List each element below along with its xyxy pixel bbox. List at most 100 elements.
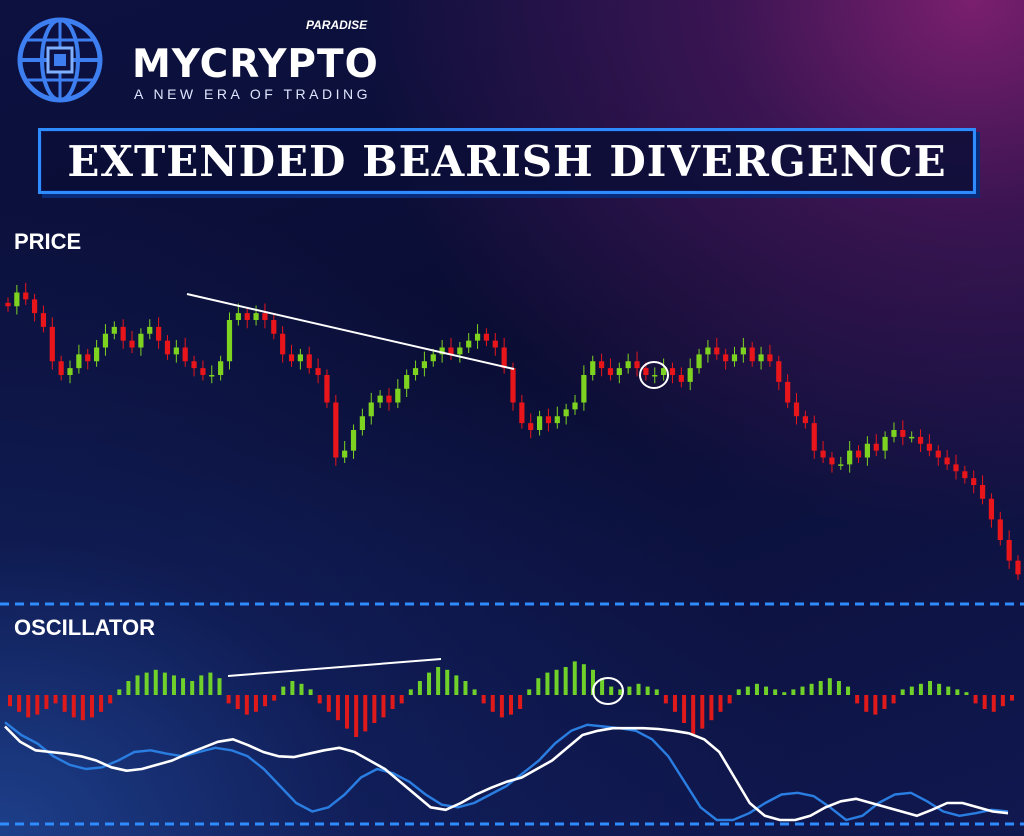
candle-body bbox=[723, 354, 729, 362]
candle-body bbox=[926, 443, 933, 451]
histogram-bar bbox=[190, 681, 195, 695]
histogram-bar bbox=[682, 695, 687, 723]
candle-body bbox=[669, 368, 676, 375]
candle-body bbox=[111, 326, 117, 334]
candle-body bbox=[829, 457, 835, 465]
candle-body bbox=[466, 340, 472, 348]
candle-body bbox=[935, 450, 941, 458]
candle-body bbox=[785, 381, 791, 403]
candle-body bbox=[740, 347, 746, 355]
candle-body bbox=[953, 464, 959, 472]
histogram-bar bbox=[709, 695, 714, 721]
candle-body bbox=[120, 326, 126, 341]
candle-body bbox=[855, 450, 862, 458]
candle-body bbox=[758, 354, 764, 362]
histogram-bar bbox=[782, 692, 787, 695]
candle-body bbox=[598, 361, 605, 369]
histogram-bar bbox=[463, 681, 468, 695]
histogram-bar bbox=[490, 695, 495, 712]
histogram-bar bbox=[700, 695, 705, 729]
histogram-bar bbox=[964, 692, 969, 695]
candle-body bbox=[76, 354, 82, 369]
histogram-bar bbox=[937, 683, 942, 695]
oscillator-highlight-circle bbox=[592, 677, 624, 705]
histogram-bar bbox=[135, 675, 140, 695]
histogram-bar bbox=[317, 695, 322, 704]
histogram-bar bbox=[153, 669, 158, 695]
brand-tagline: A NEW ERA OF TRADING bbox=[134, 86, 371, 102]
oscillator-signal-line bbox=[4, 725, 1009, 822]
histogram-bar bbox=[691, 695, 696, 735]
candle-body bbox=[891, 430, 897, 437]
histogram-bar bbox=[481, 695, 486, 704]
candle-body bbox=[767, 354, 773, 362]
histogram-bar bbox=[217, 678, 222, 695]
oscillator-fast-line bbox=[4, 721, 1009, 822]
histogram-bar bbox=[891, 695, 896, 704]
histogram-bar bbox=[89, 695, 94, 718]
histogram-bar bbox=[44, 695, 49, 709]
histogram-bar bbox=[663, 695, 668, 704]
histogram-bar bbox=[436, 667, 441, 695]
histogram-bar bbox=[672, 695, 677, 712]
candle-body bbox=[262, 313, 268, 320]
candle-body bbox=[811, 423, 817, 451]
candle-body bbox=[909, 436, 915, 439]
histogram-bar bbox=[199, 675, 204, 695]
candle-body bbox=[191, 361, 197, 369]
histogram-bar bbox=[427, 672, 432, 695]
histogram-bar bbox=[864, 695, 869, 712]
histogram-bar bbox=[244, 695, 249, 715]
price-panel-label: PRICE bbox=[14, 229, 82, 254]
histogram-bar bbox=[654, 689, 659, 695]
oscillator-trendline bbox=[227, 658, 442, 677]
candle-body bbox=[404, 375, 410, 389]
candle-body bbox=[315, 368, 321, 375]
candle-body bbox=[342, 450, 348, 458]
histogram-bar bbox=[791, 689, 796, 695]
histogram-bar bbox=[126, 681, 131, 695]
candle-body bbox=[793, 402, 800, 417]
candle-body bbox=[218, 361, 224, 375]
candle-body bbox=[847, 450, 853, 465]
candle-body bbox=[226, 320, 233, 362]
candle-body bbox=[5, 302, 11, 307]
candle-body bbox=[457, 347, 463, 355]
histogram-bar bbox=[536, 678, 541, 695]
candle-body bbox=[14, 292, 20, 307]
candle-body bbox=[368, 402, 374, 417]
candle-body bbox=[31, 299, 38, 314]
histogram-bar bbox=[618, 689, 623, 695]
histogram-bar bbox=[235, 695, 240, 709]
candle-body bbox=[395, 388, 401, 403]
histogram-bar bbox=[171, 675, 176, 695]
brand-superscript: PARADISE bbox=[306, 18, 368, 32]
candle-body bbox=[607, 368, 614, 375]
histogram-bar bbox=[928, 681, 933, 695]
histogram-bar bbox=[99, 695, 104, 712]
histogram-bar bbox=[946, 686, 951, 695]
candle-body bbox=[253, 313, 259, 320]
histogram-bar bbox=[909, 686, 914, 695]
histogram-bar bbox=[955, 689, 960, 695]
candle-body bbox=[652, 375, 658, 377]
histogram-bar bbox=[354, 695, 359, 737]
candle-body bbox=[625, 361, 631, 369]
histogram-bar bbox=[345, 695, 350, 729]
histogram-bar bbox=[408, 689, 413, 695]
candle-body bbox=[1015, 560, 1021, 575]
candle-body bbox=[590, 361, 596, 375]
histogram-bar bbox=[509, 695, 513, 715]
histogram-bar bbox=[381, 695, 386, 718]
candle-body bbox=[49, 326, 55, 362]
candle-body bbox=[510, 368, 516, 403]
candle-body bbox=[838, 464, 844, 466]
candle-body bbox=[1006, 540, 1012, 561]
candle-body bbox=[661, 368, 667, 375]
price-trendline bbox=[186, 293, 515, 370]
histogram-bar bbox=[290, 681, 295, 695]
histogram-bar bbox=[272, 695, 277, 701]
candle-body bbox=[85, 354, 91, 362]
candle-body bbox=[386, 395, 392, 403]
